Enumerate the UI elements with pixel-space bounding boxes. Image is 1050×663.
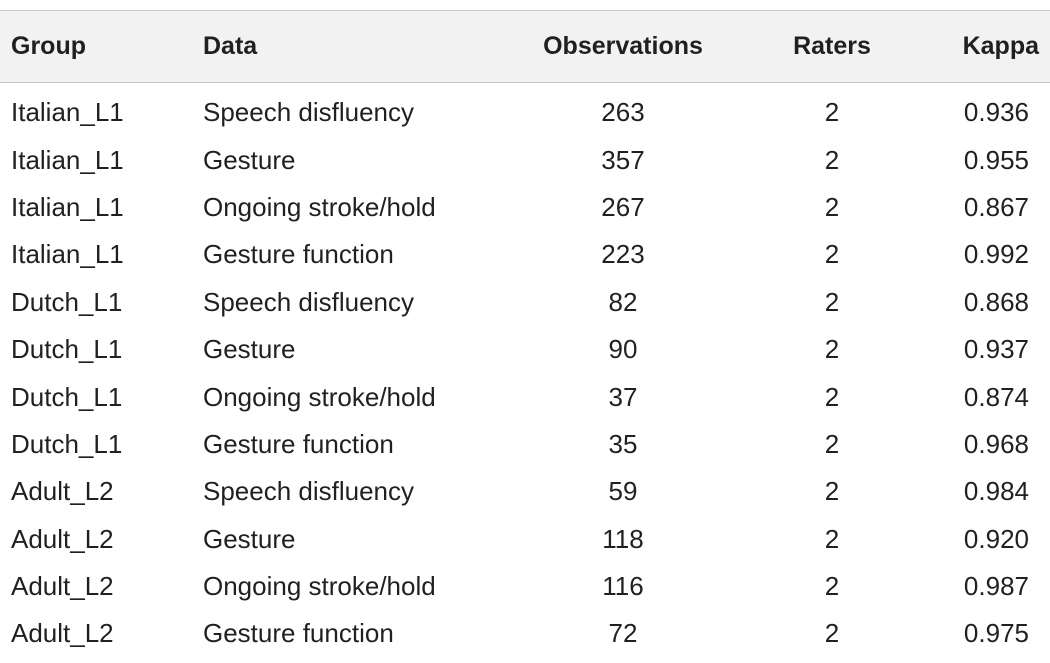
cell-observations: 263 [601,97,645,128]
cell-group: Dutch_L1 [11,334,123,365]
cell-raters: 2 [824,571,840,602]
table-row: Adult_L2 Ongoing stroke/hold 116 2 0.987 [0,563,1050,610]
table-row: Dutch_L1 Speech disfluency 82 2 0.868 [0,279,1050,326]
cell-data: Gesture [203,523,296,554]
cell-observations: 59 [608,476,638,507]
cell-data: Ongoing stroke/hold [203,381,436,412]
cell-kappa: 0.968 [963,428,1029,459]
cell-kappa: 0.920 [963,523,1029,554]
cell-kappa: 0.987 [963,571,1029,602]
cell-observations: 116 [602,571,644,602]
table-row: Adult_L2 Gesture 118 2 0.920 [0,516,1050,563]
cell-group: Italian_L1 [11,144,124,175]
cell-group: Adult_L2 [11,618,114,649]
cell-raters: 2 [824,191,840,222]
header-observations: Observations [543,32,703,60]
cell-observations: 357 [601,144,645,175]
cell-data: Gesture [203,334,296,365]
cell-data: Speech disfluency [203,97,415,128]
cell-raters: 2 [824,523,840,554]
cell-observations: 72 [608,618,638,649]
cell-data: Speech disfluency [203,476,415,507]
cell-kappa: 0.984 [963,476,1029,507]
header-raters: Raters [793,32,871,60]
cell-group: Adult_L2 [11,476,114,507]
cell-data: Gesture [203,144,296,175]
header-row: Group Data Observations Raters Kappa [0,10,1050,83]
agreement-table: Group Data Observations Raters Kappa Ita… [0,10,1050,658]
cell-kappa: 0.955 [963,144,1029,175]
table-row: Dutch_L1 Gesture 90 2 0.937 [0,326,1050,373]
cell-data: Gesture function [203,428,394,459]
cell-raters: 2 [824,144,840,175]
table-row: Italian_L1 Ongoing stroke/hold 267 2 0.867 [0,184,1050,231]
header-kappa: Kappa [962,32,1039,60]
table-row: Italian_L1 Gesture function 223 2 0.992 [0,231,1050,278]
cell-raters: 2 [824,476,840,507]
cell-group: Italian_L1 [11,191,124,222]
cell-kappa: 0.936 [963,97,1029,128]
cell-kappa: 0.992 [963,239,1029,270]
cell-group: Adult_L2 [11,523,114,554]
cell-kappa: 0.937 [963,334,1029,365]
cell-observations: 82 [608,286,638,317]
cell-raters: 2 [824,381,840,412]
table-row: Adult_L2 Speech disfluency 59 2 0.984 [0,468,1050,515]
cell-kappa: 0.867 [963,191,1029,222]
cell-observations: 35 [608,428,638,459]
cell-kappa: 0.874 [963,381,1029,412]
cell-group: Italian_L1 [11,97,124,128]
cell-data: Gesture function [203,239,394,270]
cell-data: Gesture function [203,618,394,649]
header-group: Group [11,32,86,60]
table-row: Adult_L2 Gesture function 72 2 0.975 [0,610,1050,657]
table-row: Italian_L1 Gesture 357 2 0.955 [0,136,1050,183]
cell-raters: 2 [824,97,840,128]
cell-group: Dutch_L1 [11,381,123,412]
table-body: Italian_L1 Speech disfluency 263 2 0.936 Ital… [0,83,1050,658]
cell-group: Adult_L2 [11,571,114,602]
cell-raters: 2 [824,334,840,365]
cell-observations: 223 [601,239,645,270]
cell-observations: 37 [608,381,638,412]
table-header: Group Data Observations Raters Kappa [0,10,1050,83]
table-row: Italian_L1 Speech disfluency 263 2 0.936 [0,83,1050,137]
cell-kappa: 0.868 [963,286,1029,317]
cell-observations: 267 [601,191,645,222]
cell-data: Ongoing stroke/hold [203,191,436,222]
cell-observations: 90 [608,334,638,365]
cell-group: Italian_L1 [11,239,124,270]
cell-data: Ongoing stroke/hold [203,571,436,602]
cell-observations: 118 [602,523,644,554]
cell-raters: 2 [824,618,840,649]
table-row: Dutch_L1 Gesture function 35 2 0.968 [0,421,1050,468]
cell-raters: 2 [824,239,840,270]
cell-data: Speech disfluency [203,286,415,317]
table-row: Dutch_L1 Ongoing stroke/hold 37 2 0.874 [0,373,1050,420]
header-data: Data [203,32,258,60]
cell-group: Dutch_L1 [11,286,123,317]
cell-group: Dutch_L1 [11,428,123,459]
cell-raters: 2 [824,428,840,459]
cell-raters: 2 [824,286,840,317]
cell-kappa: 0.975 [963,618,1029,649]
